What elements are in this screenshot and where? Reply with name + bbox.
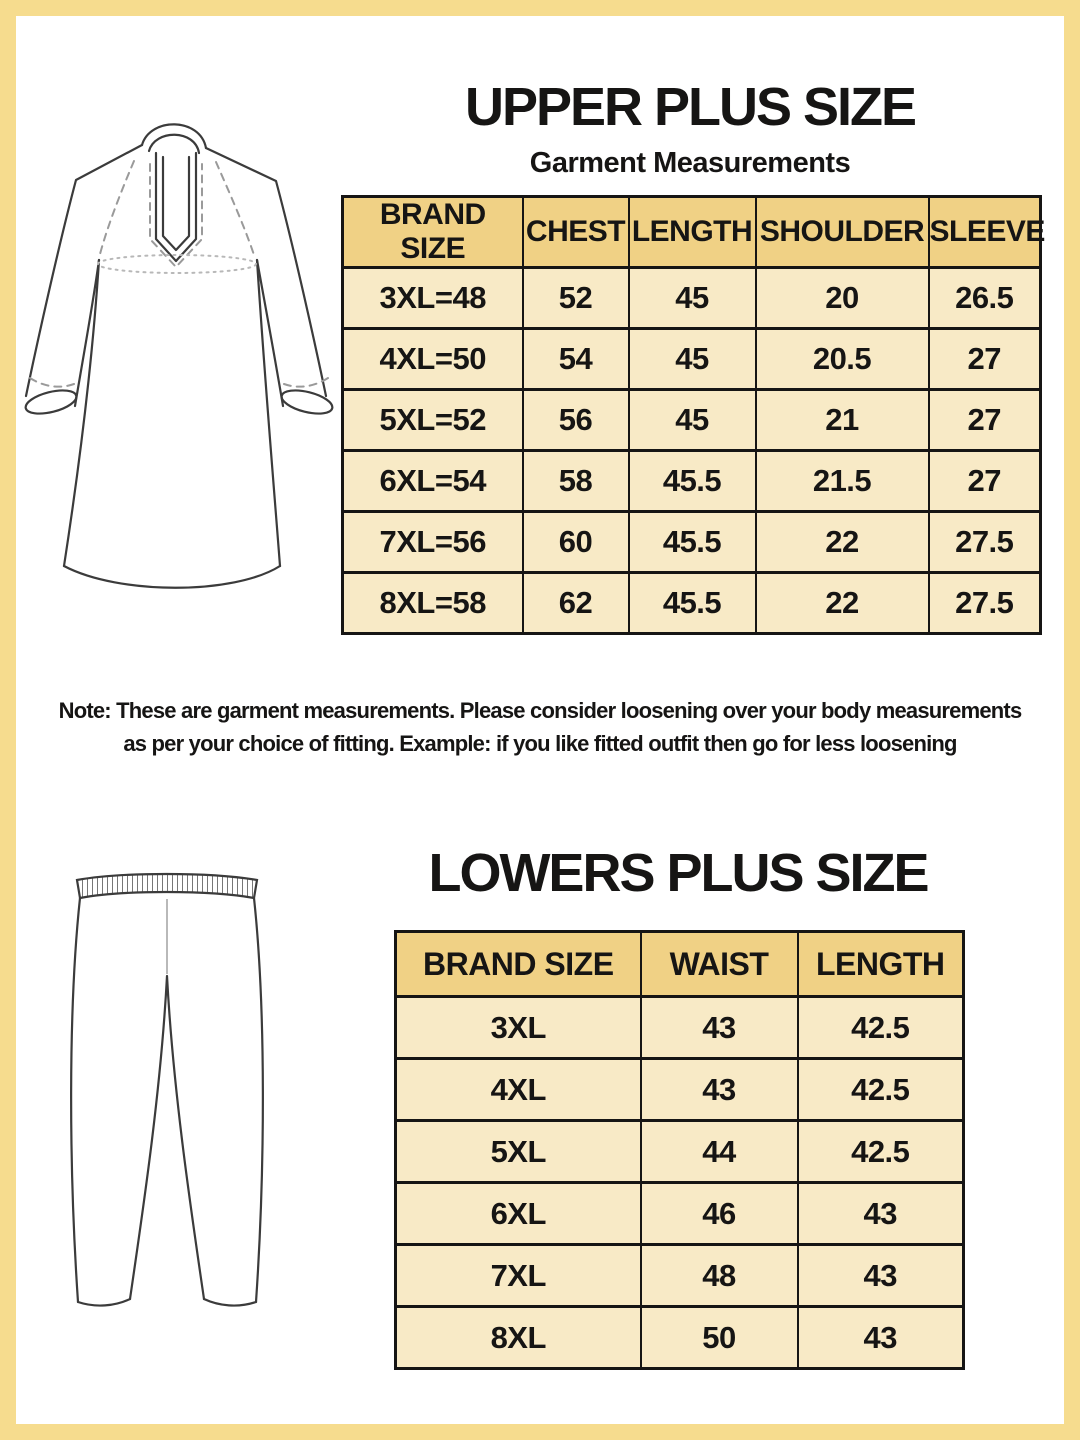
lowers-section-title: LOWERS PLUS SIZE bbox=[428, 843, 929, 903]
header-row: BRAND SIZE WAIST LENGTH bbox=[394, 930, 965, 998]
size-cell: 54 bbox=[521, 327, 630, 391]
table-row: 6XL=54 58 45.5 21.5 27 bbox=[341, 449, 1042, 513]
table-row: 4XL=50 54 45 20.5 27 bbox=[341, 327, 1042, 391]
size-cell: 6XL bbox=[394, 1181, 642, 1246]
size-cell: 58 bbox=[521, 449, 630, 513]
size-cell: 27 bbox=[927, 449, 1042, 513]
note-text: Note: These are garment measurements. Pl… bbox=[20, 694, 1060, 760]
size-cell: 44 bbox=[639, 1119, 799, 1184]
size-cell: 7XL bbox=[394, 1243, 642, 1308]
size-cell: 8XL=58 bbox=[341, 571, 524, 635]
column-header-brand-size: BRAND SIZE bbox=[341, 195, 524, 269]
size-cell: 43 bbox=[796, 1181, 965, 1246]
column-header-brand-size: BRAND SIZE bbox=[394, 930, 642, 998]
size-cell: 8XL bbox=[394, 1305, 642, 1370]
column-header-sleeve: SLEEVE bbox=[927, 195, 1045, 269]
lower-size-table: BRAND SIZE WAIST LENGTH 3XL 43 42.5 4XL … bbox=[394, 930, 965, 1370]
size-cell: 20.5 bbox=[754, 327, 930, 391]
upper-section-title: UPPER PLUS SIZE bbox=[464, 77, 917, 137]
size-cell: 62 bbox=[521, 571, 630, 635]
size-cell: 56 bbox=[521, 388, 630, 452]
table-row: 7XL 48 43 bbox=[394, 1243, 965, 1308]
table-row: 5XL 44 42.5 bbox=[394, 1119, 965, 1184]
kurta-illustration bbox=[24, 123, 334, 589]
table-row: 3XL 43 42.5 bbox=[394, 995, 965, 1060]
size-cell: 27.5 bbox=[927, 510, 1042, 574]
size-cell: 27 bbox=[927, 388, 1042, 452]
size-cell: 3XL bbox=[394, 995, 642, 1060]
size-cell: 21 bbox=[754, 388, 930, 452]
size-cell: 21.5 bbox=[754, 449, 930, 513]
size-cell: 3XL=48 bbox=[341, 266, 524, 330]
size-cell: 46 bbox=[639, 1181, 799, 1246]
size-cell: 45.5 bbox=[627, 449, 757, 513]
size-cell: 42.5 bbox=[796, 1119, 965, 1184]
size-cell: 7XL=56 bbox=[341, 510, 524, 574]
size-cell: 43 bbox=[796, 1305, 965, 1370]
size-cell: 4XL bbox=[394, 1057, 642, 1122]
note-line-2: as per your choice of fitting. Example: … bbox=[123, 731, 957, 756]
column-header-length: LENGTH bbox=[627, 195, 757, 269]
size-cell: 52 bbox=[521, 266, 630, 330]
note-line-1: Note: These are garment measurements. Pl… bbox=[58, 698, 1023, 723]
size-cell: 20 bbox=[754, 266, 930, 330]
size-cell: 43 bbox=[639, 995, 799, 1060]
size-cell: 48 bbox=[639, 1243, 799, 1308]
size-cell: 42.5 bbox=[796, 995, 965, 1060]
table-row: 4XL 43 42.5 bbox=[394, 1057, 965, 1122]
size-cell: 50 bbox=[639, 1305, 799, 1370]
size-cell: 45.5 bbox=[627, 510, 757, 574]
size-cell: 5XL bbox=[394, 1119, 642, 1184]
size-cell: 22 bbox=[754, 510, 930, 574]
size-cell: 27 bbox=[927, 327, 1042, 391]
size-cell: 45 bbox=[627, 266, 757, 330]
size-cell: 42.5 bbox=[796, 1057, 965, 1122]
size-cell: 4XL=50 bbox=[341, 327, 524, 391]
size-cell: 45 bbox=[627, 388, 757, 452]
size-cell: 43 bbox=[796, 1243, 965, 1308]
table-row: 3XL=48 52 45 20 26.5 bbox=[341, 266, 1042, 330]
column-header-shoulder: SHOULDER bbox=[754, 195, 930, 269]
size-cell: 22 bbox=[754, 571, 930, 635]
column-header-chest: CHEST bbox=[521, 195, 630, 269]
size-cell: 60 bbox=[521, 510, 630, 574]
column-header-length: LENGTH bbox=[796, 930, 965, 998]
garment-measurements-subtitle: Garment Measurements bbox=[529, 147, 851, 179]
size-cell: 5XL=52 bbox=[341, 388, 524, 452]
size-cell: 27.5 bbox=[927, 571, 1042, 635]
table-row: 8XL=58 62 45.5 22 27.5 bbox=[341, 571, 1042, 635]
table-row: 6XL 46 43 bbox=[394, 1181, 965, 1246]
upper-size-table: BRAND SIZE CHEST LENGTH SHOULDER SLEEVE … bbox=[341, 195, 1045, 635]
size-cell: 45 bbox=[627, 327, 757, 391]
pants-illustration bbox=[70, 872, 264, 1307]
header-row: BRAND SIZE CHEST LENGTH SHOULDER SLEEVE bbox=[341, 195, 1045, 269]
table-row: 5XL=52 56 45 21 27 bbox=[341, 388, 1042, 452]
size-cell: 6XL=54 bbox=[341, 449, 524, 513]
table-row: 8XL 50 43 bbox=[394, 1305, 965, 1370]
size-cell: 43 bbox=[639, 1057, 799, 1122]
table-row: 7XL=56 60 45.5 22 27.5 bbox=[341, 510, 1042, 574]
column-header-waist: WAIST bbox=[639, 930, 799, 998]
size-cell: 26.5 bbox=[927, 266, 1042, 330]
size-cell: 45.5 bbox=[627, 571, 757, 635]
